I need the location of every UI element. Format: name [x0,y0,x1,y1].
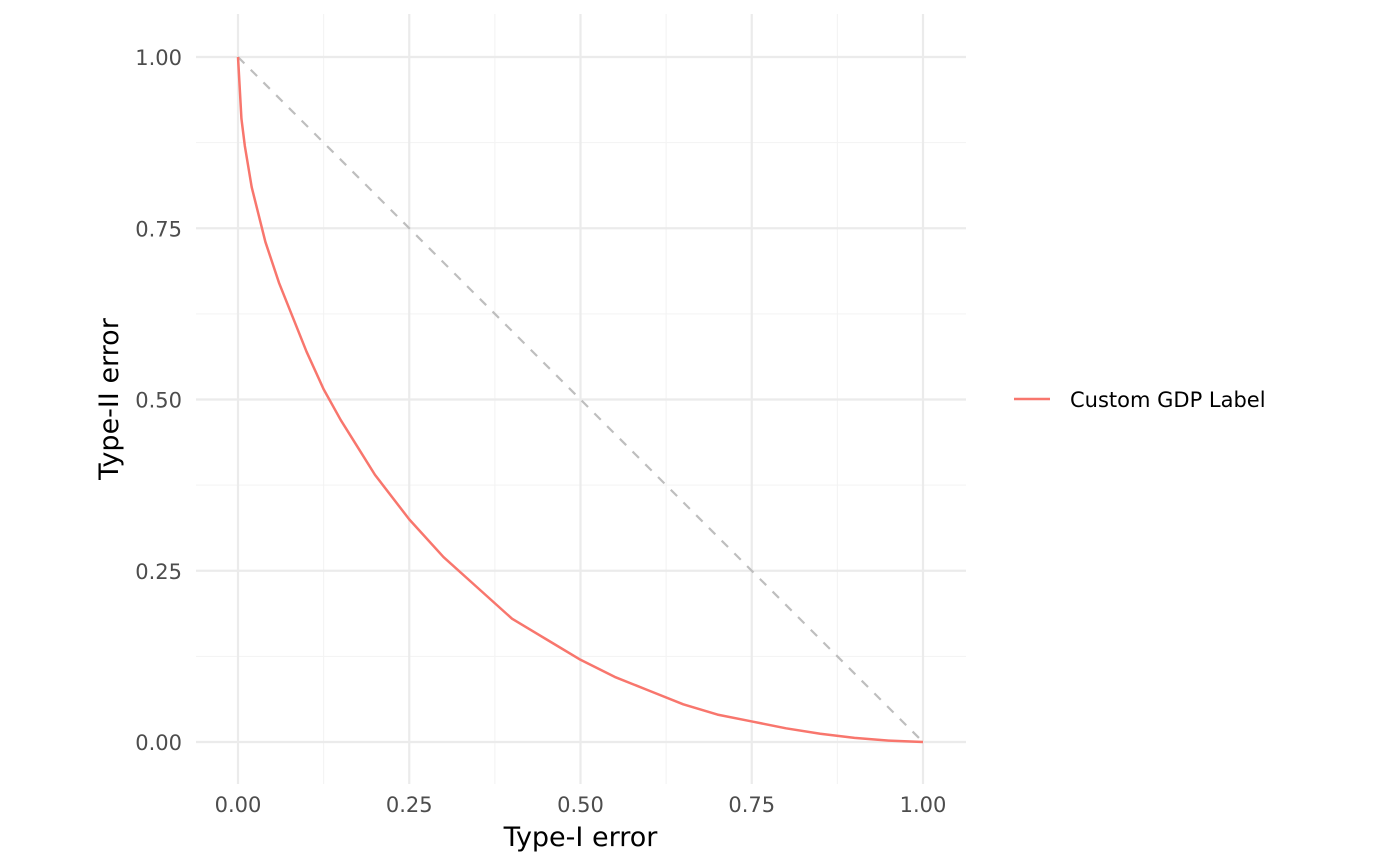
series-line [236,56,924,744]
y-tick-label: 1.00 [135,46,182,70]
legend: Custom GDP Label [1014,388,1266,412]
series-lines [236,56,924,744]
x-tick-label: 0.50 [557,793,604,817]
x-tick-label: 0.00 [215,793,262,817]
x-tick-label: 0.75 [728,793,775,817]
grid [196,14,966,784]
x-tick-label: 1.00 [900,793,947,817]
y-tick-label: 0.50 [135,389,182,413]
y-axis-title: Type-II error [94,317,125,481]
y-tick-label: 0.25 [135,560,182,584]
x-axis-title: Type-I error [503,822,659,853]
tick-labels: 0.00 0.25 0.50 0.75 1.00 0.00 0.25 0.50 0.75 1.00 [135,46,946,817]
x-tick-label: 0.25 [386,793,433,817]
legend-label: Custom GDP Label [1070,388,1266,412]
y-tick-label: 0.75 [135,217,182,241]
y-tick-label: 0.00 [135,731,182,755]
